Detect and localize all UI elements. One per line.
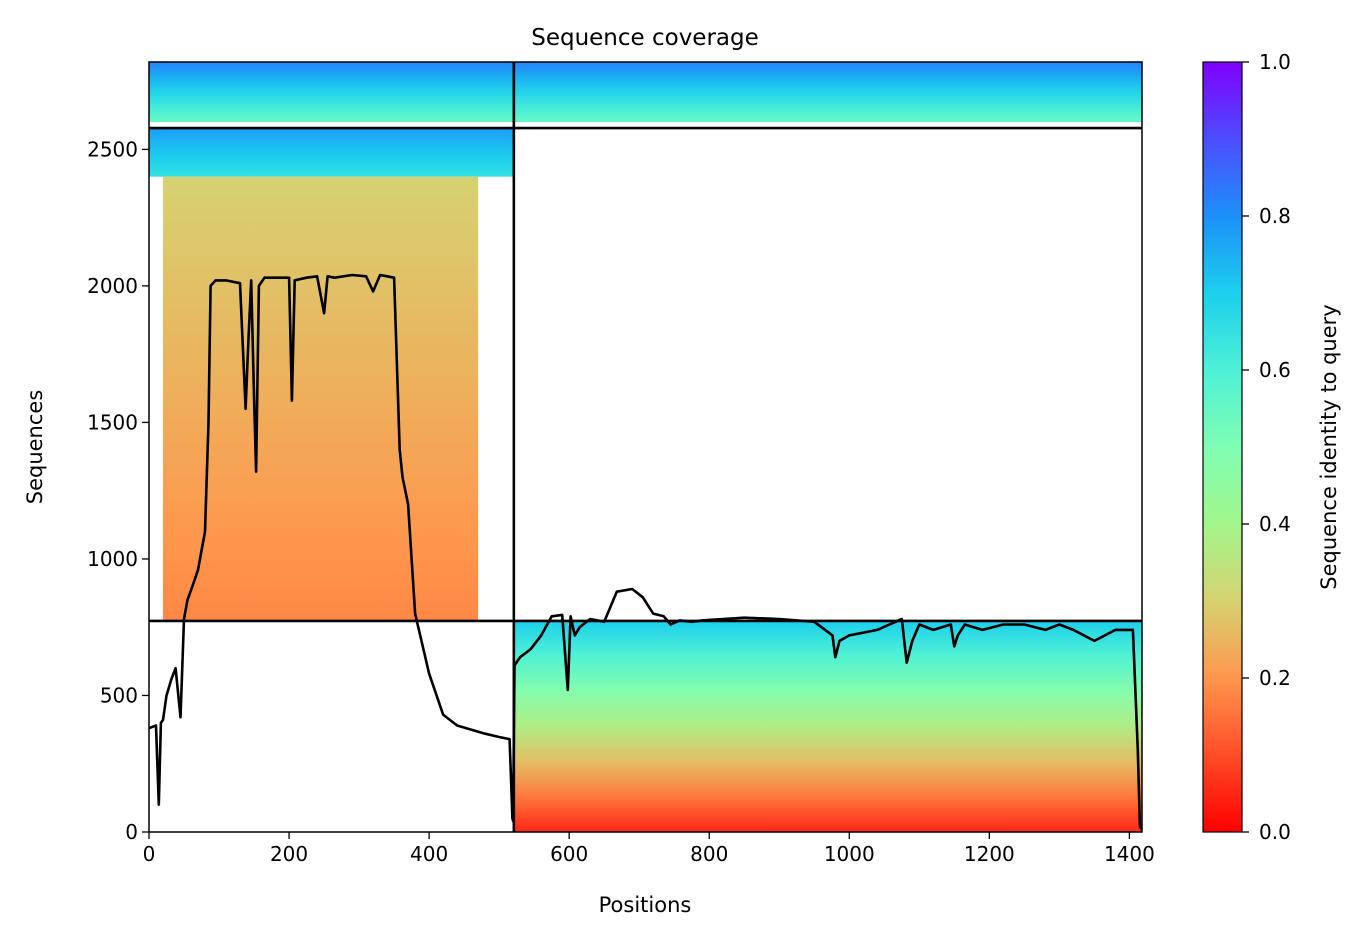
x-tick-label: 200	[270, 842, 308, 866]
x-axis-label: Positions	[599, 893, 692, 917]
colorbar-tick-label: 0.2	[1259, 666, 1291, 690]
x-tick-label: 1200	[964, 842, 1015, 866]
colorbar-tick-label: 0.0	[1259, 820, 1291, 844]
coverage-block-B	[513, 62, 1142, 123]
colorbar: 0.0 0.2 0.4 0.6 0.8 1.0 Sequence identity to …	[1202, 50, 1341, 844]
x-tick-label: 1400	[1104, 842, 1155, 866]
plot-area	[148, 61, 1144, 833]
y-tick-label: 1000	[87, 547, 138, 571]
colorbar-tick-label: 0.6	[1259, 358, 1291, 382]
y-tick-label: 2500	[87, 137, 138, 161]
colorbar-gradient	[1202, 61, 1243, 833]
colorbar-label: Sequence identity to query	[1317, 304, 1341, 589]
colorbar-tick-label: 0.4	[1259, 512, 1291, 536]
coverage-block-A	[149, 62, 514, 123]
y-axis-label: Sequences	[23, 390, 47, 505]
chart-title: Sequence coverage	[531, 25, 759, 51]
y-tick-label: 500	[100, 683, 138, 707]
x-axis-ticks: 0 200 400 600 800 1000 1200 1400	[143, 832, 1155, 866]
y-tick-label: 2000	[87, 274, 138, 298]
colorbar-tick-label: 1.0	[1259, 50, 1291, 74]
y-tick-label: 1500	[87, 410, 138, 434]
coverage-block-E	[513, 620, 1142, 832]
colorbar-ticks: 0.0 0.2 0.4 0.6 0.8 1.0	[1242, 50, 1291, 844]
x-tick-label: 800	[690, 842, 728, 866]
axes-frame	[148, 61, 1143, 833]
coverage-line	[148, 273, 1144, 831]
y-axis-ticks: 0 500 1000 1500 2000 2500	[87, 137, 149, 844]
x-tick-label: 0	[143, 842, 156, 866]
colorbar-tick-label: 0.8	[1259, 204, 1291, 228]
x-tick-label: 1000	[824, 842, 875, 866]
x-tick-label: 400	[410, 842, 448, 866]
y-tick-label: 0	[125, 820, 138, 844]
coverage-block-C	[149, 128, 514, 177]
coverage-block-D	[163, 176, 479, 621]
coverage-blocks	[149, 62, 1142, 832]
x-tick-label: 600	[550, 842, 588, 866]
